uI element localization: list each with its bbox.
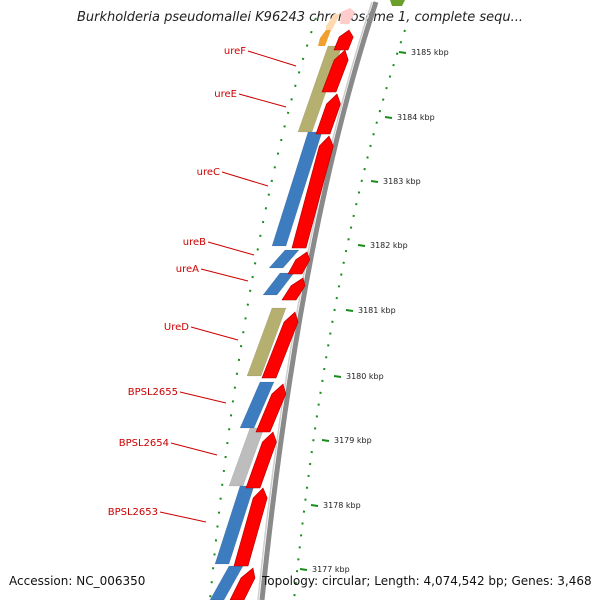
gene-leader-line xyxy=(238,93,287,108)
scale-tick-mark xyxy=(299,568,308,571)
cds-arrow[interactable] xyxy=(245,431,277,489)
scale-tick-mark xyxy=(398,51,407,54)
accession-text: Accession: NC_006350 xyxy=(9,574,146,588)
gene-label[interactable]: ureC xyxy=(197,167,220,178)
cds-arrow[interactable] xyxy=(315,93,341,135)
gene-leader-line xyxy=(247,50,297,67)
scale-tick-label: 3182 kbp xyxy=(370,241,408,250)
gene-label[interactable]: ureB xyxy=(183,237,206,248)
scale-ticks: 3185 kbp 3184 kbp 3183 kbp 3182 kbp 3181 kbp… xyxy=(299,48,449,574)
cog-feature-orange-top xyxy=(318,30,331,46)
cog-feature[interactable] xyxy=(268,249,300,269)
scale-tick-label: 3180 kbp xyxy=(346,372,384,381)
scale-tick-mark xyxy=(345,309,354,312)
map-title: Burkholderia pseudomallei K96243 chromos… xyxy=(76,10,524,25)
scale-tick-label: 3178 kbp xyxy=(323,501,361,510)
scale-tick-label: 3181 kbp xyxy=(358,306,396,315)
gene-label[interactable]: BPSL2653 xyxy=(108,507,158,518)
topology-summary: Topology: circular; Length: 4,074,542 bp… xyxy=(262,574,592,588)
cds-track xyxy=(229,29,354,600)
cds-arrow[interactable] xyxy=(255,383,287,433)
gene-leader-line xyxy=(170,442,218,456)
cds-arrow[interactable] xyxy=(233,487,268,567)
scale-tick-mark xyxy=(370,180,379,183)
gene-label[interactable]: UreD xyxy=(164,322,189,333)
cds-arrow[interactable] xyxy=(261,311,299,379)
gene-leader-line xyxy=(200,268,249,282)
gene-leader-line xyxy=(207,241,255,256)
cog-track xyxy=(209,45,343,600)
gene-leader-line xyxy=(159,511,207,523)
cds-arrow[interactable] xyxy=(281,277,306,301)
scale-tick-label: 3184 kbp xyxy=(397,113,435,122)
gene-leader-line xyxy=(179,391,227,404)
gene-label[interactable]: ureA xyxy=(176,264,199,275)
scale-tick-label: 3177 kbp xyxy=(312,565,350,574)
gene-leader-line xyxy=(190,326,239,341)
cds-arrow[interactable] xyxy=(229,567,256,600)
scale-tick-mark xyxy=(333,375,342,378)
gene-label[interactable]: ureF xyxy=(224,46,246,57)
scale-tick-mark xyxy=(357,244,366,247)
cog-feature-green-top xyxy=(390,0,405,6)
cds-arrow[interactable] xyxy=(321,49,349,93)
cog-feature-peach-top xyxy=(326,14,340,30)
gene-labels: ureF ureE ureC ureB ureA UreD BPSL2655 BPSL2654… xyxy=(108,46,297,523)
cog-feature[interactable] xyxy=(246,307,287,377)
scale-tick-label: 3183 kbp xyxy=(383,177,421,186)
gene-label[interactable]: BPSL2654 xyxy=(119,438,169,449)
gene-label[interactable]: BPSL2655 xyxy=(128,387,178,398)
scale-tick-label: 3179 kbp xyxy=(334,436,372,445)
gene-leader-line xyxy=(221,171,269,187)
cog-track-guide xyxy=(209,17,317,600)
scale-tick-label: 3185 kbp xyxy=(411,48,449,57)
scale-tick-mark xyxy=(384,116,393,119)
chromosome-backbone xyxy=(259,1,379,600)
scale-tick-mark xyxy=(310,504,319,507)
gene-label[interactable]: ureE xyxy=(214,89,237,100)
cds-arrow[interactable] xyxy=(291,135,334,249)
cds-arrow[interactable] xyxy=(287,251,311,275)
scale-tick-mark xyxy=(321,439,330,442)
cds-arrow[interactable] xyxy=(333,29,354,51)
cds-feature-pink-top xyxy=(340,8,355,24)
